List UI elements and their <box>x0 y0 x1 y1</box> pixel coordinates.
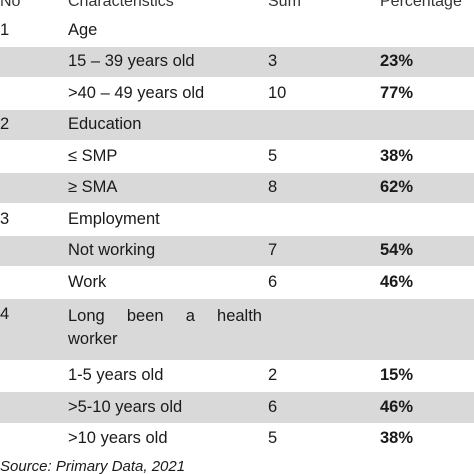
table-row: 1-5 years old 2 15% <box>0 361 474 392</box>
row-characteristic: ≤ SMP <box>68 146 118 165</box>
table-row: 2 Education <box>0 109 474 141</box>
row-characteristic: ≥ SMA <box>68 178 118 197</box>
row-characteristic: Education <box>68 115 142 134</box>
row-percentage: 38% <box>380 429 414 448</box>
table-row: 4 Long been a health worker <box>0 298 474 361</box>
row-characteristic: >40 – 49 years old <box>68 83 205 102</box>
row-characteristic: Age <box>68 20 98 39</box>
header-sum: Sum <box>268 0 301 10</box>
row-sum: 6 <box>268 397 278 416</box>
table-row: Not working 7 54% <box>0 235 474 267</box>
row-no: 3 <box>0 209 10 228</box>
row-percentage: 62% <box>380 178 414 197</box>
header-no: No <box>0 0 21 10</box>
row-sum: 5 <box>268 429 278 448</box>
table-row: 3 Employment <box>0 204 474 236</box>
row-no: 2 <box>0 115 10 134</box>
row-characteristic: Not working <box>68 241 156 260</box>
row-sum: 8 <box>268 178 278 197</box>
row-characteristic: Work <box>68 272 107 291</box>
row-percentage: 23% <box>380 52 414 71</box>
row-sum: 5 <box>268 146 278 165</box>
table-row: 1 Age <box>0 15 474 47</box>
table-row: >40 – 49 years old 10 77% <box>0 78 474 110</box>
table-row: 15 – 39 years old 3 23% <box>0 46 474 78</box>
row-percentage: 46% <box>380 397 414 416</box>
table-row: >10 years old 5 38% <box>0 424 474 455</box>
row-characteristic: 15 – 39 years old <box>68 52 195 71</box>
row-characteristic: >10 years old <box>68 429 168 448</box>
characteristics-table: No Characteristics Sum Percentage 1 Age … <box>0 0 474 455</box>
table-row: Work 6 46% <box>0 267 474 299</box>
row-sum: 6 <box>268 272 278 291</box>
row-characteristic: Employment <box>68 209 160 228</box>
row-sum: 3 <box>268 52 278 71</box>
row-characteristic: Long been a health worker <box>68 306 262 348</box>
table-row: ≥ SMA 8 62% <box>0 172 474 204</box>
table-row: >5-10 years old 6 46% <box>0 392 474 424</box>
row-percentage: 77% <box>380 83 414 102</box>
row-percentage: 54% <box>380 241 414 260</box>
header-characteristics: Characteristics <box>68 0 174 10</box>
row-characteristic: >5-10 years old <box>68 397 183 416</box>
row-sum: 10 <box>268 83 287 102</box>
row-no: 1 <box>0 20 10 39</box>
source-note: Source: Primary Data, 2021 <box>0 458 186 474</box>
row-sum: 7 <box>268 241 278 260</box>
row-percentage: 38% <box>380 146 414 165</box>
table-header-row: No Characteristics Sum Percentage <box>0 0 474 15</box>
row-percentage: 15% <box>380 366 414 385</box>
row-percentage: 46% <box>380 272 414 291</box>
row-characteristic: 1-5 years old <box>68 366 164 385</box>
table-row: ≤ SMP 5 38% <box>0 141 474 173</box>
header-percentage: Percentage <box>380 0 462 10</box>
row-no: 4 <box>0 304 10 323</box>
row-sum: 2 <box>268 366 278 385</box>
